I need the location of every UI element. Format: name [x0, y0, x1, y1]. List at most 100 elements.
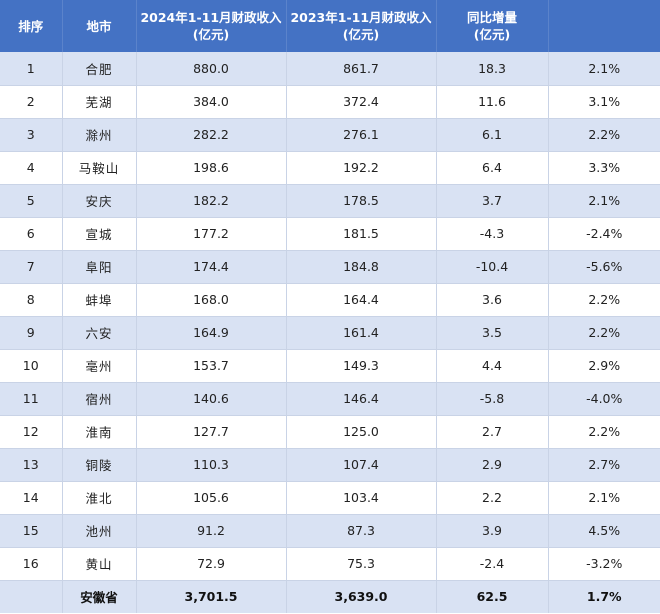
rev2024-cell: 91.2 [136, 514, 287, 548]
rev2024-cell: 198.6 [136, 151, 287, 185]
table-row: 11 宿州 140.6 146.4 -5.8 -4.0% [0, 382, 660, 416]
increase-cell: 4.4 [436, 349, 549, 383]
growth-cell: 2.2% [548, 415, 660, 449]
rank-cell: 12 [0, 415, 63, 449]
growth-cell: 2.1% [548, 481, 660, 515]
city-cell: 亳州 [62, 349, 137, 383]
growth-cell: -3.2% [548, 547, 660, 581]
rev2023-cell: 178.5 [286, 184, 437, 218]
rank-cell: 11 [0, 382, 63, 416]
header-rev2023: 2023年1-11月财政收入 (亿元) [286, 0, 437, 52]
city-cell: 滁州 [62, 118, 137, 152]
table-row: 14 淮北 105.6 103.4 2.2 2.1% [0, 481, 660, 515]
header-rev2023-title: 2023年1-11月财政收入 [290, 10, 432, 25]
city-cell: 蚌埠 [62, 283, 137, 317]
table-row: 1 合肥 880.0 861.7 18.3 2.1% [0, 52, 660, 86]
growth-cell: 2.1% [548, 184, 660, 218]
increase-cell: 18.3 [436, 52, 549, 86]
increase-cell: -2.4 [436, 547, 549, 581]
table-row: 9 六安 164.9 161.4 3.5 2.2% [0, 316, 660, 350]
increase-cell: -5.8 [436, 382, 549, 416]
city-cell: 马鞍山 [62, 151, 137, 185]
rev2023-cell: 103.4 [286, 481, 437, 515]
growth-cell: 2.2% [548, 118, 660, 152]
increase-cell: 3.9 [436, 514, 549, 548]
table-row: 7 阜阳 174.4 184.8 -10.4 -5.6% [0, 250, 660, 284]
increase-cell: 2.2 [436, 481, 549, 515]
rank-cell: 5 [0, 184, 63, 218]
rev2023-cell: 276.1 [286, 118, 437, 152]
table-row: 8 蚌埠 168.0 164.4 3.6 2.2% [0, 283, 660, 317]
rev2024-cell: 72.9 [136, 547, 287, 581]
total-rank-cell [0, 579, 63, 613]
increase-cell: 11.6 [436, 85, 549, 119]
total-rev2023-cell: 3,639.0 [286, 579, 437, 613]
rank-cell: 6 [0, 217, 63, 251]
header-growth [548, 0, 660, 52]
rank-cell: 2 [0, 85, 63, 119]
rank-cell: 7 [0, 250, 63, 284]
rev2024-cell: 177.2 [136, 217, 287, 251]
rank-cell: 16 [0, 547, 63, 581]
table-row: 13 铜陵 110.3 107.4 2.9 2.7% [0, 448, 660, 482]
increase-cell: 3.5 [436, 316, 549, 350]
growth-cell: 4.5% [548, 514, 660, 548]
rev2024-cell: 174.4 [136, 250, 287, 284]
growth-cell: 2.9% [548, 349, 660, 383]
table-row: 15 池州 91.2 87.3 3.9 4.5% [0, 514, 660, 548]
increase-cell: 2.7 [436, 415, 549, 449]
total-increase-cell: 62.5 [436, 579, 549, 613]
header-increase: 同比增量 (亿元) [436, 0, 549, 52]
growth-cell: 2.2% [548, 283, 660, 317]
header-increase-title: 同比增量 [466, 10, 517, 25]
city-cell: 合肥 [62, 52, 137, 86]
rev2024-cell: 164.9 [136, 316, 287, 350]
rank-cell: 9 [0, 316, 63, 350]
header-rank: 排序 [0, 0, 63, 52]
total-label-cell: 安徽省 [62, 579, 137, 613]
growth-cell: 2.2% [548, 316, 660, 350]
total-row: 安徽省 3,701.5 3,639.0 62.5 1.7% [0, 579, 660, 613]
growth-cell: -2.4% [548, 217, 660, 251]
city-cell: 芜湖 [62, 85, 137, 119]
increase-cell: -10.4 [436, 250, 549, 284]
rev2023-cell: 146.4 [286, 382, 437, 416]
increase-cell: 6.1 [436, 118, 549, 152]
table-row: 4 马鞍山 198.6 192.2 6.4 3.3% [0, 151, 660, 185]
growth-cell: 2.1% [548, 52, 660, 86]
rev2023-cell: 107.4 [286, 448, 437, 482]
city-cell: 六安 [62, 316, 137, 350]
growth-cell: 3.3% [548, 151, 660, 185]
city-cell: 黄山 [62, 547, 137, 581]
rank-cell: 4 [0, 151, 63, 185]
table-row: 5 安庆 182.2 178.5 3.7 2.1% [0, 184, 660, 218]
header-rev2023-unit: (亿元) [342, 27, 380, 42]
rev2023-cell: 164.4 [286, 283, 437, 317]
rev2023-cell: 161.4 [286, 316, 437, 350]
table-row: 10 亳州 153.7 149.3 4.4 2.9% [0, 349, 660, 383]
rank-cell: 14 [0, 481, 63, 515]
rev2024-cell: 140.6 [136, 382, 287, 416]
table-body: 1 合肥 880.0 861.7 18.3 2.1% 2 芜湖 384.0 372.4 11.6 3… [0, 52, 660, 581]
rev2023-cell: 372.4 [286, 85, 437, 119]
growth-cell: -4.0% [548, 382, 660, 416]
rev2023-cell: 149.3 [286, 349, 437, 383]
increase-cell: 3.6 [436, 283, 549, 317]
rank-cell: 1 [0, 52, 63, 86]
city-cell: 铜陵 [62, 448, 137, 482]
rev2023-cell: 184.8 [286, 250, 437, 284]
header-rev2024-unit: (亿元) [192, 27, 230, 42]
table-row: 6 宣城 177.2 181.5 -4.3 -2.4% [0, 217, 660, 251]
city-cell: 宣城 [62, 217, 137, 251]
city-cell: 池州 [62, 514, 137, 548]
growth-cell: 3.1% [548, 85, 660, 119]
rev2023-cell: 75.3 [286, 547, 437, 581]
growth-cell: 2.7% [548, 448, 660, 482]
table-row: 2 芜湖 384.0 372.4 11.6 3.1% [0, 85, 660, 119]
rev2023-cell: 181.5 [286, 217, 437, 251]
rev2024-cell: 182.2 [136, 184, 287, 218]
table-row: 3 滁州 282.2 276.1 6.1 2.2% [0, 118, 660, 152]
rank-cell: 3 [0, 118, 63, 152]
increase-cell: 2.9 [436, 448, 549, 482]
